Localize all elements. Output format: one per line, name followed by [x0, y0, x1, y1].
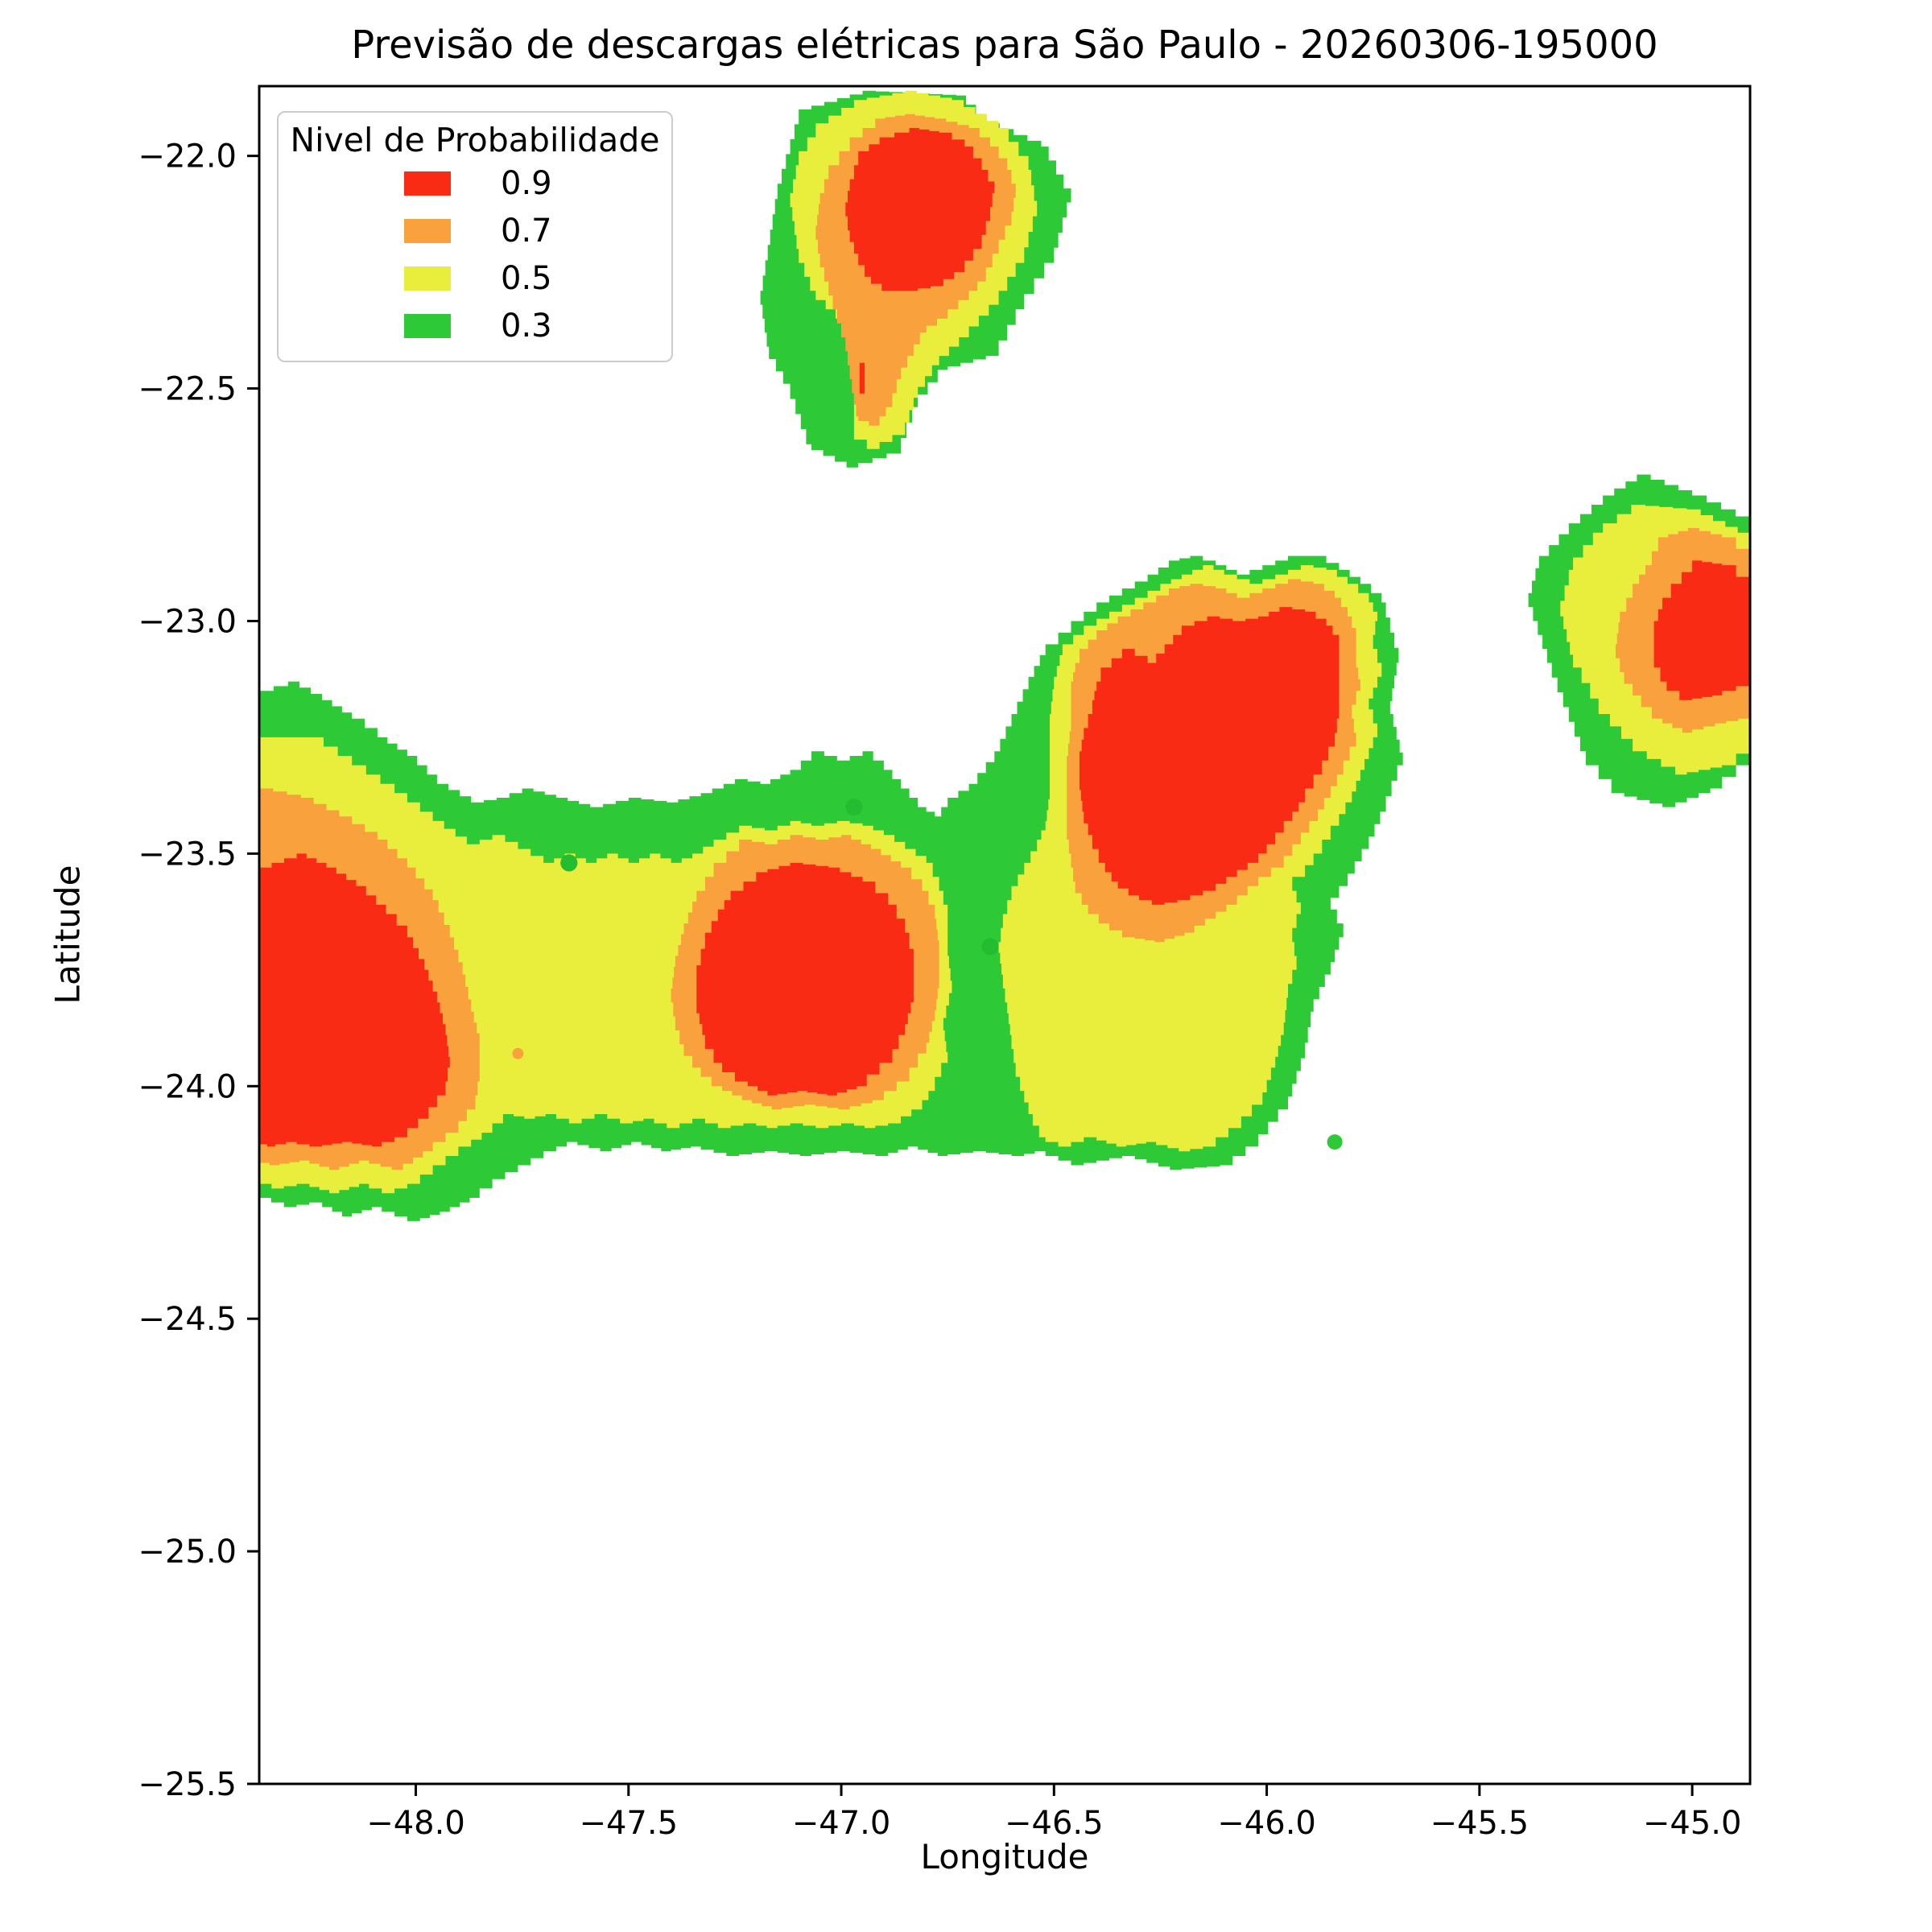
contour-spot-3 [1327, 1134, 1343, 1150]
legend-items: 0.9 0.7 0.5 0.3 [279, 159, 671, 349]
region-red-west [259, 853, 450, 1147]
legend-swatch-green [404, 313, 451, 338]
x-tick-label: −45.0 [1643, 1805, 1742, 1842]
y-axis-label: Latitude [47, 865, 88, 1005]
x-tick-label: −46.0 [1217, 1805, 1316, 1842]
region-red-central [1080, 607, 1340, 905]
legend-swatch-orange [404, 218, 451, 243]
legend-swatch-yellow [404, 266, 451, 291]
legend-label: 0.5 [501, 259, 552, 297]
x-axis-label: Longitude [920, 1837, 1089, 1876]
x-tick-label: −47.0 [792, 1805, 891, 1842]
x-tick-label: −47.5 [579, 1805, 678, 1842]
region-red-top [845, 128, 995, 291]
x-tick-label: −48.0 [366, 1805, 465, 1842]
y-tick-label: −24.5 [138, 1301, 237, 1338]
legend-label: 0.9 [501, 164, 552, 202]
chart-title: Previsão de descargas elétricas para São… [351, 23, 1658, 68]
legend-item-0.9: 0.9 [279, 159, 671, 207]
y-tick-label: −22.0 [138, 138, 237, 175]
region-red-right [1653, 560, 1750, 700]
contour-layers [259, 90, 1750, 1221]
y-tick-label: −24.0 [138, 1068, 237, 1105]
y-tick-label: −25.5 [138, 1766, 237, 1803]
legend-label: 0.7 [501, 212, 552, 250]
region-red-mid [696, 862, 914, 1096]
contour-spot-0 [845, 799, 863, 816]
contour-spot-2 [981, 938, 999, 956]
legend-label: 0.3 [501, 307, 552, 345]
axes-frame [258, 85, 1752, 1785]
y-tick-label: −25.0 [138, 1534, 237, 1571]
y-tick-label: −23.5 [138, 836, 237, 873]
legend: Nivel de Probabilidade 0.9 0.7 0.5 0.3 [277, 111, 673, 362]
y-tick-label: −23.0 [138, 603, 237, 640]
contour-spot-1 [560, 854, 578, 872]
legend-title: Nivel de Probabilidade [290, 121, 660, 159]
x-tick-label: −45.5 [1430, 1805, 1530, 1842]
region-red-top-sliver [859, 362, 865, 394]
legend-item-0.3: 0.3 [279, 302, 671, 349]
contour-spot-4 [512, 1047, 524, 1059]
legend-item-0.5: 0.5 [279, 254, 671, 302]
legend-item-0.7: 0.7 [279, 207, 671, 254]
legend-swatch-red [404, 171, 451, 196]
y-tick-label: −22.5 [138, 371, 237, 408]
x-tick-label: −46.5 [1005, 1805, 1104, 1842]
